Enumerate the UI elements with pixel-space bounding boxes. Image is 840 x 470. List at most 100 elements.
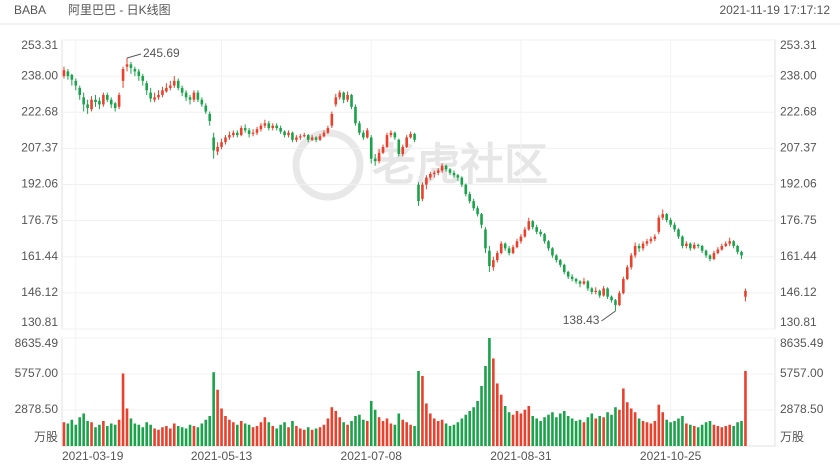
candle-body [243,128,247,131]
candle-body [523,229,527,237]
candle-body [86,104,89,108]
volume-tick-label-right: 2878.50 [780,402,824,416]
volume-tick-label: 2878.50 [15,402,59,416]
candle-body [176,80,180,88]
volume-bar [712,424,716,446]
candle-body [594,290,598,292]
volume-bar [306,427,310,446]
candle-body [365,130,369,138]
candle-body [432,172,436,175]
candle-body [228,135,231,138]
annotation-leader [126,53,142,59]
candle-body [157,94,160,98]
volume-bar [385,418,389,446]
candle-body [582,281,586,284]
volume-bar [291,420,294,446]
volume-bar [539,420,542,446]
candle-body [566,271,570,277]
candle-body [306,135,310,140]
candle-body [476,208,479,215]
volume-bar [405,422,408,446]
volume-bar [381,420,385,446]
volume-bar [326,418,330,446]
volume-bar [610,414,613,446]
volume-bar [523,409,527,446]
volume-bar [161,427,164,446]
candle-body [653,236,657,239]
candle-body [641,243,645,249]
candle-body [657,217,661,232]
volume-bar [354,415,357,446]
volume-bar [744,370,747,446]
candle-body [464,184,468,195]
volume-tick-label-right: 5757.00 [780,366,824,380]
volume-bar [645,422,649,446]
volume-bar [200,423,204,446]
candle-body [220,142,223,147]
volume-bar [287,427,290,446]
annotation-label: 245.69 [143,46,180,60]
volume-bar [109,423,113,446]
candle-body [649,238,653,242]
volume-bar [125,408,129,446]
volume-bar [696,427,700,446]
volume-bar [724,425,728,446]
volume-bar [527,405,531,446]
candle-body [247,130,251,134]
x-tick-label: 2021-10-25 [640,449,702,463]
volume-bar [176,425,180,446]
volume-bar [665,419,668,446]
candle-body [259,125,263,130]
volume-bar [169,428,172,446]
candle-body [460,177,464,185]
volume-bar [216,389,219,446]
volume-bar [562,410,566,446]
volume-bar [295,425,298,446]
candle-body [291,132,294,140]
candle-body [448,169,452,173]
candle-body [302,135,306,137]
candle-body [326,128,330,133]
candle-body [216,146,219,152]
candle-body [346,94,349,100]
candle-body [295,137,298,140]
volume-bar [570,418,574,446]
volume-bar [145,422,148,446]
volume-bar [224,415,227,446]
volume-bar [102,420,105,446]
y-tick-label: 253.31 [21,38,58,52]
volume-bar [495,383,499,446]
y-tick-label: 207.37 [21,141,58,155]
volume-bar [653,420,657,446]
candle-body [515,241,519,248]
volume-bar [602,417,605,446]
volume-bar [444,423,448,446]
candle-body [495,253,499,261]
candle-body [618,293,621,305]
candle-body [472,201,475,209]
volume-bar [657,404,661,446]
volume-bar [401,419,405,446]
volume-bar [649,423,653,446]
volume-bar [535,418,538,446]
volume-bar [212,372,215,446]
candle-body [547,241,550,249]
y-tick-label-right: 146.12 [780,285,817,299]
candle-body [531,221,535,228]
volume-bar [94,427,97,446]
candle-body [425,177,428,185]
volume-bar [330,407,334,446]
candle-body [665,214,668,221]
candle-body [362,132,365,138]
y-tick-label: 130.81 [21,315,58,329]
candle-body [354,106,357,124]
candle-body [153,97,156,100]
volume-bar [566,415,570,446]
volume-bar [235,424,239,446]
candle-body [397,139,401,154]
volume-bar [247,424,251,446]
volume-bar [98,424,101,446]
y-tick-label: 238.00 [21,68,58,82]
volume-bar [618,409,621,446]
candle-body [661,214,665,218]
